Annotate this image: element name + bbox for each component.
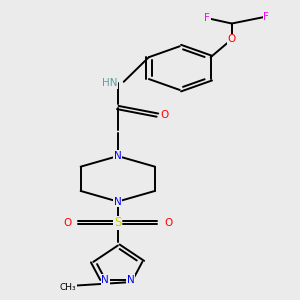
Text: HN: HN: [102, 78, 118, 88]
Text: N: N: [114, 151, 122, 161]
Text: N: N: [127, 274, 134, 284]
Text: S: S: [114, 216, 122, 229]
Text: N: N: [114, 196, 122, 207]
Text: F: F: [204, 13, 210, 23]
Text: O: O: [164, 218, 172, 228]
Text: N: N: [101, 274, 109, 284]
Text: O: O: [63, 218, 71, 228]
Text: O: O: [161, 110, 169, 120]
Text: CH₃: CH₃: [60, 284, 76, 292]
Text: O: O: [228, 34, 236, 44]
Text: F: F: [263, 12, 269, 22]
